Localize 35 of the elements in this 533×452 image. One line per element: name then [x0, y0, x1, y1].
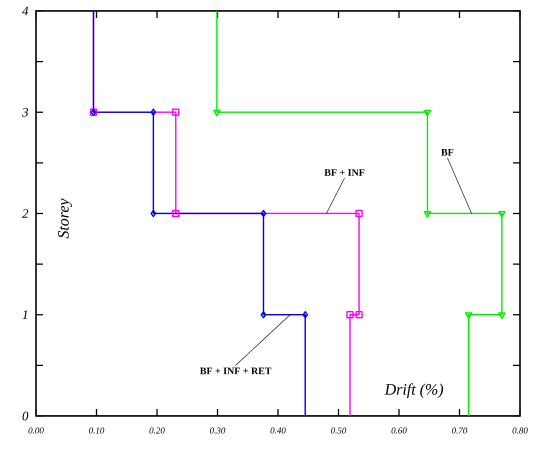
point [424, 110, 432, 116]
x-tick-label: 0.60 [391, 428, 407, 434]
x-tick-label: 0.40 [270, 428, 286, 434]
point [260, 210, 266, 218]
point [172, 108, 180, 116]
point [260, 311, 266, 318]
point [346, 311, 354, 318]
y-tick-label: 3 [22, 108, 28, 117]
annotation: BF + INF [324, 169, 364, 176]
x-tick-label: 0.10 [89, 428, 104, 434]
annotation: BF [441, 148, 454, 156]
point [302, 311, 308, 318]
point [498, 211, 506, 218]
x-axis-title: Drift (%) [384, 383, 444, 398]
x-tick-label: 0.30 [210, 428, 226, 434]
point [172, 210, 180, 218]
point [464, 312, 472, 319]
y-tick-label: 4 [22, 6, 28, 16]
point [150, 108, 156, 116]
x-tick-label: 0.00 [28, 428, 44, 434]
point [498, 312, 506, 319]
point [213, 110, 221, 116]
annotation: BF + INF + RET [200, 368, 272, 374]
point [424, 211, 432, 218]
point [150, 210, 156, 218]
point [355, 210, 363, 218]
point [355, 311, 363, 318]
y-tick-label: 0 [22, 412, 28, 420]
x-tick-label: 0.70 [452, 428, 468, 434]
x-tick-label: 0.50 [331, 428, 346, 434]
y-tick-label: 2 [22, 209, 28, 218]
y-axis-title: Storey [58, 198, 72, 238]
x-tick-label: 0.20 [150, 428, 165, 434]
y-tick-label: 1 [22, 310, 28, 320]
x-tick-label: 0.80 [512, 428, 528, 434]
